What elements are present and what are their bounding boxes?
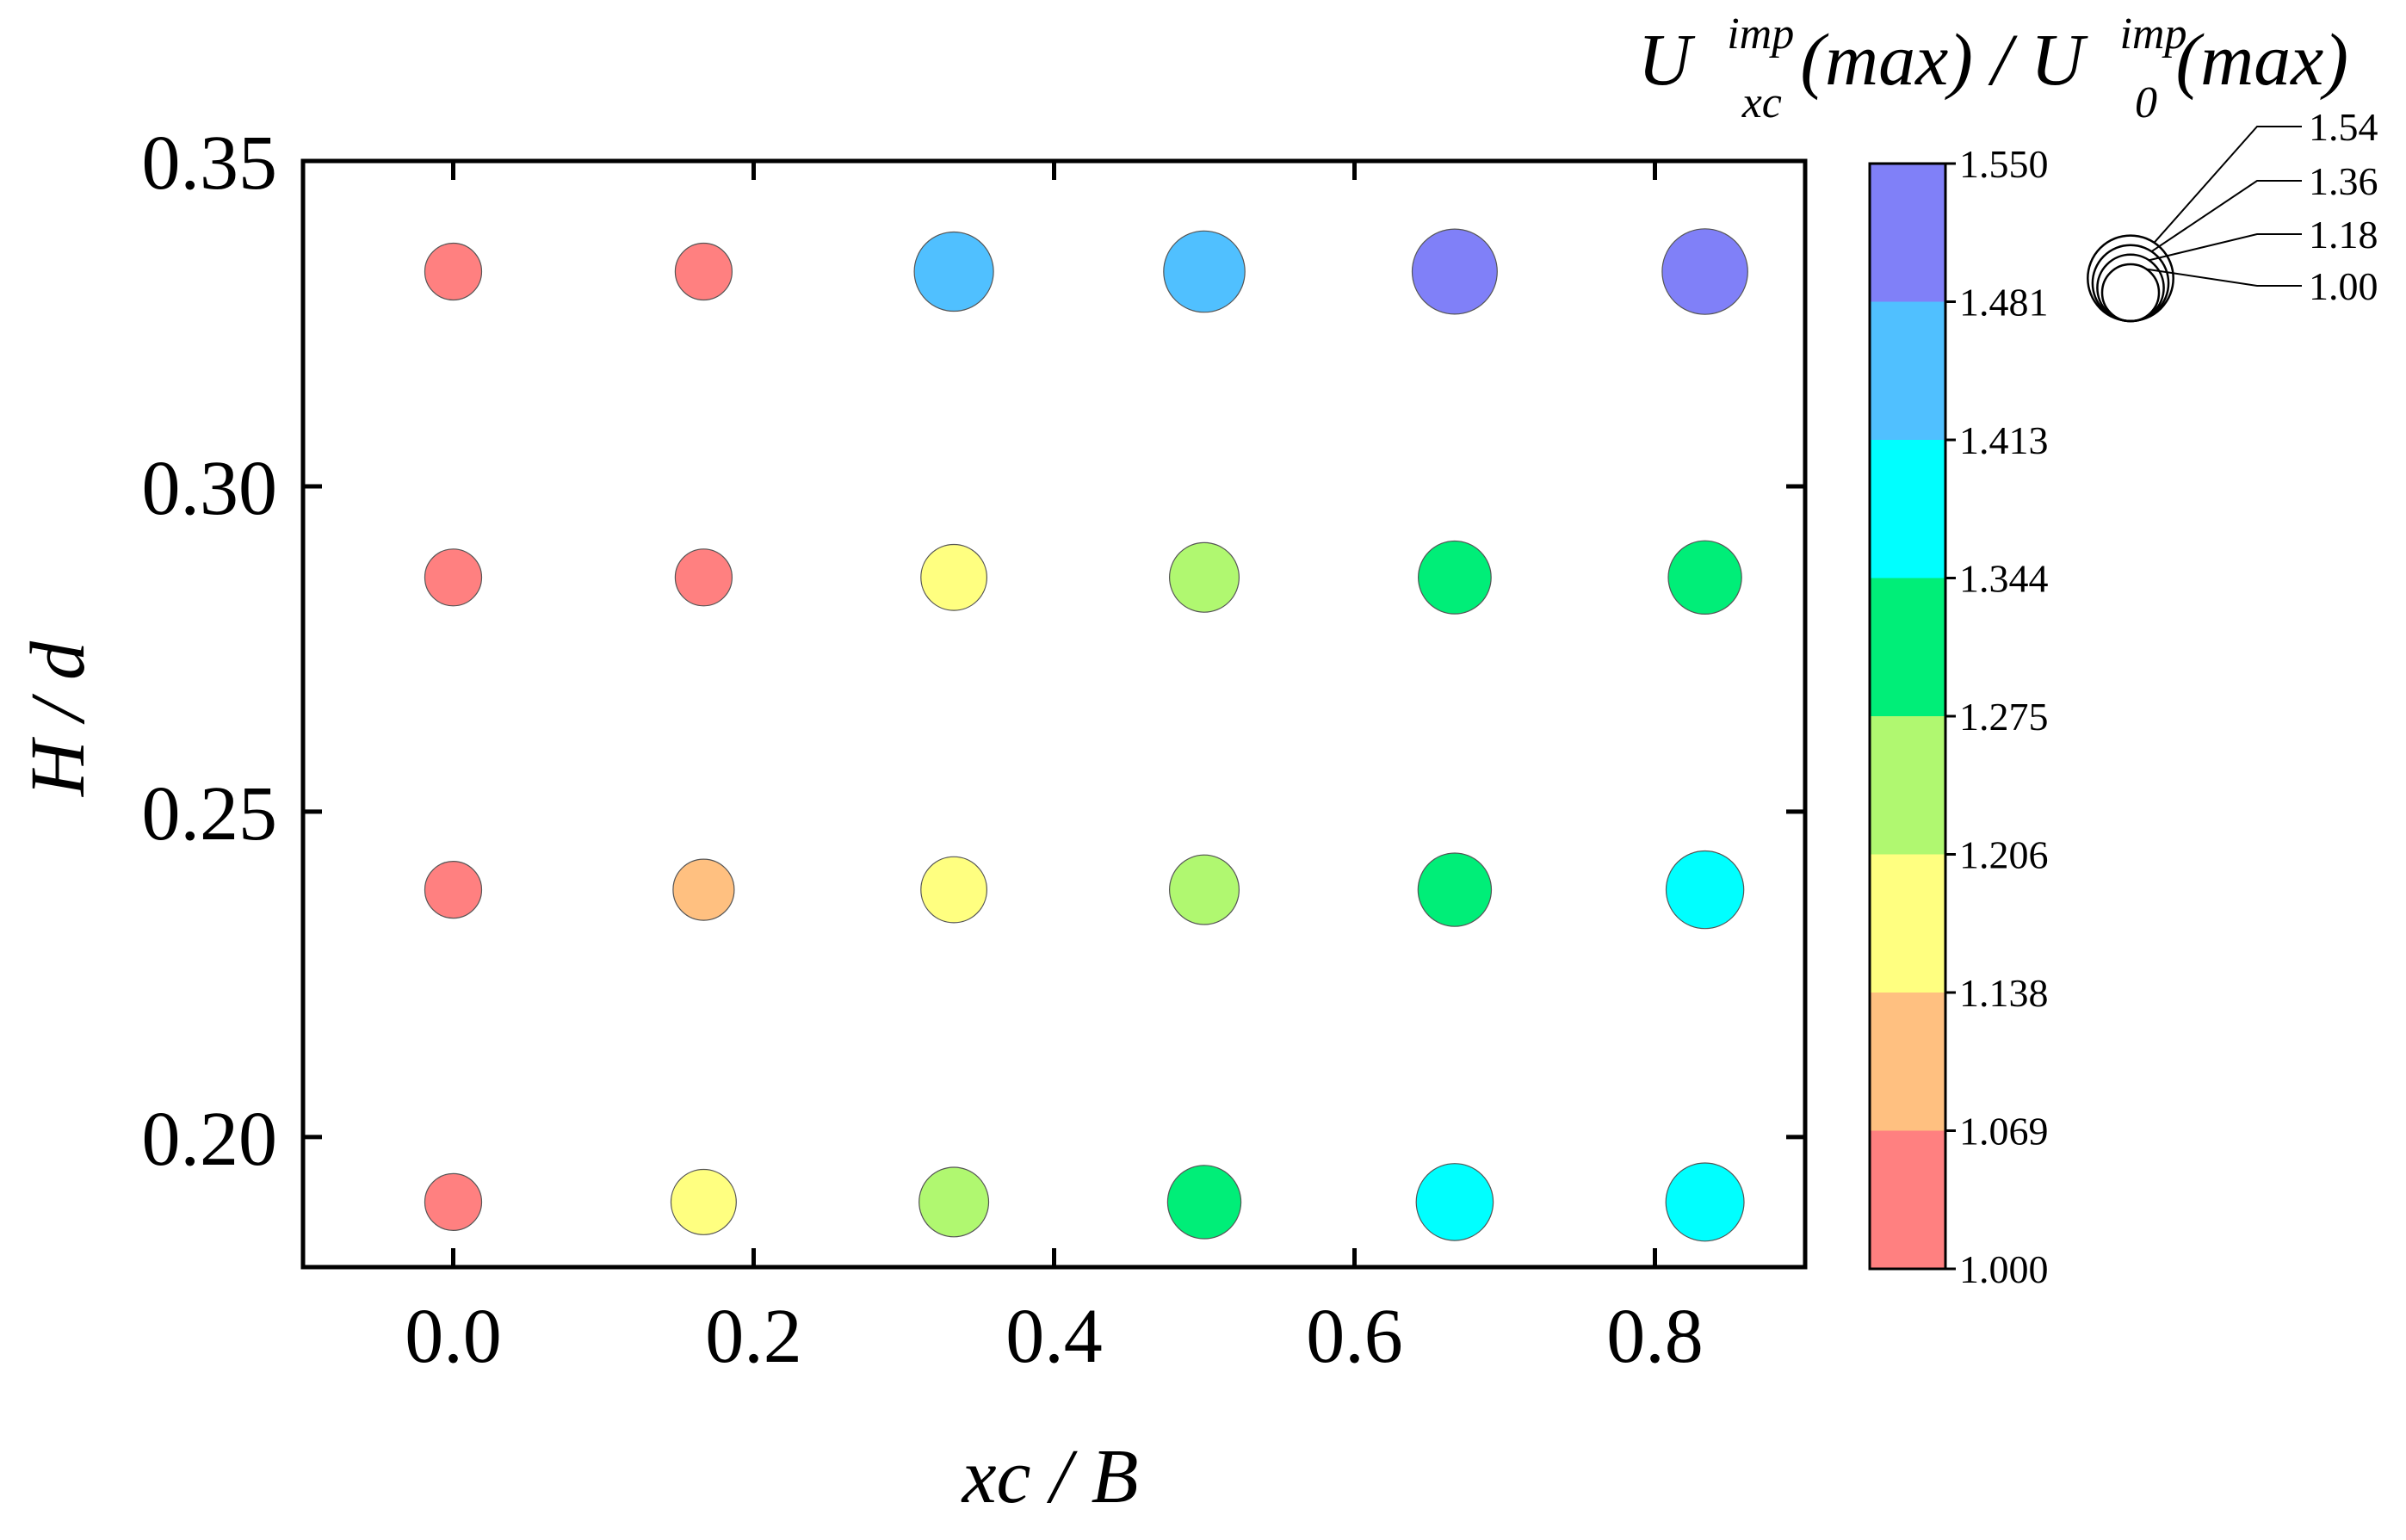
colorbar-title-end: (max)	[2175, 18, 2348, 101]
plot-frame	[300, 158, 1808, 1270]
colorbar-title-u2: U	[2031, 18, 2088, 101]
data-point-2-2	[920, 856, 987, 924]
colorbar-title-sup2: imp	[2119, 9, 2186, 59]
size-legend-label-2: 1.18	[2309, 213, 2378, 257]
colorbar-label-6: 1.413	[1959, 418, 2049, 462]
colorbar-title-u1: U	[1638, 18, 1696, 101]
x-tick-label-1: 0.2	[705, 1294, 802, 1379]
colorbar-title-sub2: 0	[2135, 78, 2157, 127]
colorbar-label-5: 1.344	[1959, 557, 2049, 601]
colorbar-band-4	[1870, 578, 1945, 716]
y-tick-label-1: 0.25	[142, 771, 278, 857]
colorbar-title-mid: (max) /	[1800, 18, 2030, 101]
size-legend-leader-3	[2146, 268, 2302, 287]
data-point-3-1	[670, 1168, 737, 1235]
size-legend-leader-0	[2153, 126, 2302, 244]
data-point-1-3	[1168, 541, 1240, 613]
data-point-1-0	[424, 548, 483, 607]
data-point-2-0	[424, 860, 483, 919]
size-legend-leader-2	[2148, 233, 2302, 262]
y-tick-label-0: 0.20	[142, 1097, 278, 1182]
data-point-2-1	[672, 858, 735, 921]
data-point-3-5	[1665, 1162, 1745, 1242]
data-point-0-5	[1661, 228, 1748, 315]
size-legend-label-0: 1.54	[2309, 105, 2378, 149]
colorbar-label-4: 1.275	[1959, 695, 2049, 739]
data-point-1-4	[1417, 540, 1492, 615]
size-legend-leader-1	[2150, 180, 2302, 253]
colorbar-label-0: 1.000	[1959, 1247, 2049, 1291]
data-point-0-3	[1163, 230, 1246, 313]
size-legend-circle-3	[2100, 263, 2161, 323]
y-tick-label-3: 0.35	[142, 121, 278, 206]
colorbar-label-1: 1.069	[1959, 1110, 2049, 1153]
size-legend-label-1: 1.36	[2309, 159, 2378, 203]
data-points	[424, 228, 1748, 1242]
colorbar-title: U imp xc (max) / U imp 0 (max)	[1638, 0, 2348, 133]
size-legend-circle-0	[2087, 234, 2174, 323]
colorbar-band-7	[1870, 164, 1945, 302]
data-point-0-2	[913, 231, 994, 312]
x-tick-label-3: 0.6	[1306, 1294, 1403, 1379]
colorbar-band-2	[1870, 854, 1945, 993]
colorbar-label-7: 1.481	[1959, 281, 2049, 325]
y-axis-title: H / d	[15, 640, 101, 797]
data-point-3-2	[918, 1166, 990, 1238]
x-tick-label-4: 0.8	[1606, 1294, 1704, 1379]
data-point-3-4	[1415, 1163, 1494, 1241]
data-point-1-5	[1667, 540, 1742, 615]
colorbar-label-2: 1.138	[1959, 971, 2049, 1015]
data-point-1-1	[674, 548, 733, 607]
size-legend-label-3: 1.00	[2309, 264, 2378, 308]
axes: 0.0 0.2 0.4 0.6 0.8 0.20 0.25 0.30 0.35	[142, 121, 1805, 1379]
colorbar-band-3	[1870, 716, 1945, 855]
data-point-2-4	[1417, 852, 1493, 927]
data-point-0-0	[424, 242, 483, 301]
x-tick-label-2: 0.4	[1005, 1294, 1103, 1379]
colorbar-band-6	[1870, 301, 1945, 440]
colorbar-band-0	[1870, 1130, 1945, 1269]
size-legend: 1.54 1.36 1.18 1.00	[2087, 105, 2378, 323]
data-point-3-0	[424, 1172, 483, 1232]
data-point-0-1	[674, 242, 733, 301]
data-point-3-3	[1166, 1165, 1242, 1240]
colorbar-title-sup1: imp	[1727, 9, 1794, 59]
data-point-0-4	[1411, 228, 1498, 315]
data-point-1-2	[920, 543, 987, 611]
x-axis-title: xc / B	[961, 1434, 1139, 1519]
colorbar: 1.000 1.069 1.138 1.206 1.275 1.344 1.413 1.481…	[1868, 142, 2049, 1291]
y-tick-label-2: 0.30	[142, 446, 278, 531]
x-tick-label-0: 0.0	[405, 1294, 502, 1379]
data-point-2-3	[1168, 854, 1240, 925]
colorbar-label-3: 1.206	[1959, 833, 2049, 877]
colorbar-label-8: 1.550	[1959, 142, 2049, 186]
colorbar-title-sub1: xc	[1741, 78, 1782, 127]
colorbar-band-5	[1870, 440, 1945, 578]
colorbar-band-1	[1870, 993, 1945, 1131]
data-point-2-5	[1665, 850, 1745, 930]
